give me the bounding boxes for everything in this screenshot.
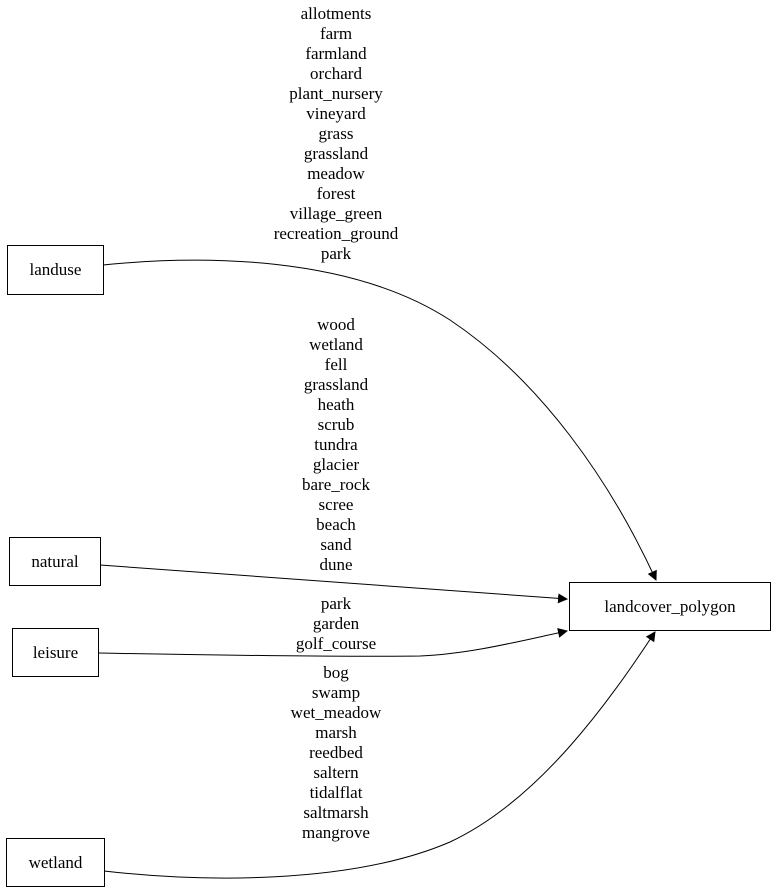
node-landcover-polygon[interactable]: landcover_polygon [569, 582, 771, 631]
edge-label-line: tidalflat [309, 783, 363, 802]
edge-label-leisure: park garden golf_course [236, 594, 436, 654]
edge-label-line: wood [317, 315, 355, 334]
edge-wetland [103, 631, 656, 879]
edge-label-line: scrub [317, 415, 355, 434]
node-natural[interactable]: natural [9, 537, 101, 586]
edge-natural [99, 564, 568, 604]
edge-label-line: grass [318, 124, 354, 143]
edge-label-landuse: allotments farm farmland orchard plant_nurse… [236, 4, 436, 264]
edge-label-line: orchard [310, 64, 362, 83]
edge-label-line: plant_nursery [289, 84, 383, 103]
edge-label-line: meadow [307, 164, 365, 183]
edge-label-line: bog [323, 663, 349, 682]
edge-label-line: reedbed [309, 743, 363, 762]
edge-label-line: garden [312, 614, 360, 633]
edge-label-line: fell [324, 355, 348, 374]
edge-label-natural: wood wetland fell grassland heath scrub tundra… [236, 315, 436, 575]
edge-label-line: saltmarsh [303, 803, 369, 822]
edge-label-line: mangrove [302, 823, 370, 842]
edge-label-wetland: bog swamp wet_meadow marsh reedbed saltern tid… [236, 663, 436, 843]
edge-label-line: tundra [314, 435, 358, 454]
edge-label-line: swamp [311, 683, 361, 702]
edge-landuse [102, 259, 657, 581]
edge-label-line: park [320, 244, 352, 263]
edge-label-line: golf_course [295, 634, 377, 653]
edge-label-line: scree [318, 495, 354, 514]
edge-label-line: wetland [309, 335, 363, 354]
edge-label-line: glacier [312, 455, 360, 474]
edge-label-line: heath [317, 395, 355, 414]
edge-leisure [97, 627, 568, 657]
edge-label-line: marsh [315, 723, 357, 742]
node-landuse[interactable]: landuse [7, 245, 104, 295]
edge-label-line: recreation_ground [273, 224, 399, 243]
edge-label-line: grassland [303, 375, 369, 394]
edge-label-line: vineyard [306, 104, 366, 123]
edge-label-line: grassland [303, 144, 369, 163]
edge-label-line: farm [319, 24, 353, 43]
edge-label-line: beach [316, 515, 356, 534]
edge-label-line: village_green [289, 204, 383, 223]
edge-label-line: sand [320, 535, 352, 554]
edge-label-line: dune [319, 555, 353, 574]
edge-label-line: park [320, 594, 352, 613]
edge-label-line: farmland [305, 44, 367, 63]
node-leisure[interactable]: leisure [12, 628, 99, 677]
edge-label-line: bare_rock [302, 475, 370, 494]
edge-label-line: saltern [313, 763, 359, 782]
node-wetland[interactable]: wetland [6, 838, 105, 887]
edge-label-line: wet_meadow [290, 703, 382, 722]
edge-label-line: allotments [300, 4, 372, 23]
edge-label-line: forest [316, 184, 356, 203]
